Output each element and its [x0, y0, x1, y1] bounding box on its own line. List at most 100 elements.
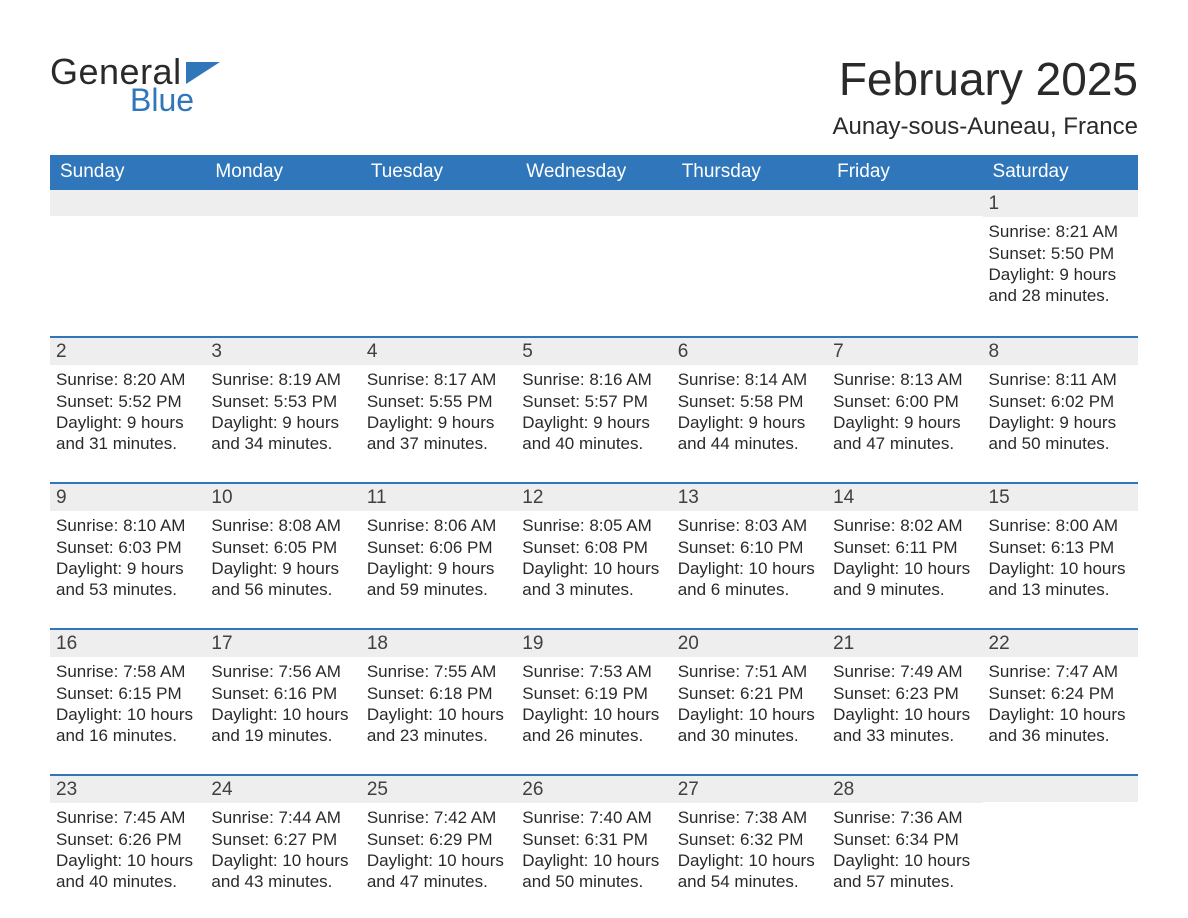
week-row: 2Sunrise: 8:20 AMSunset: 5:52 PMDaylight… — [50, 336, 1138, 456]
daylight-line-2: and 43 minutes. — [211, 871, 354, 892]
day-details: Sunrise: 8:19 AMSunset: 5:53 PMDaylight:… — [205, 365, 360, 454]
day-number: 15 — [983, 484, 1138, 512]
day-number: 25 — [361, 776, 516, 804]
daylight-line-2: and 36 minutes. — [989, 725, 1132, 746]
day-empty: Sunrise: Sunset: Daylight: hoursand minu… — [50, 190, 205, 310]
day-number: 11 — [361, 484, 516, 512]
day-details: Sunrise: 8:13 AMSunset: 6:00 PMDaylight:… — [827, 365, 982, 454]
title-block: February 2025 Aunay-sous-Auneau, France — [832, 54, 1138, 141]
sunrise-line: Sunrise: 8:02 AM — [833, 515, 976, 536]
daylight-line-2: and 23 minutes. — [367, 725, 510, 746]
sunrise-line: Sunrise: 7:56 AM — [211, 661, 354, 682]
day-number: 5 — [516, 338, 671, 366]
day-number — [50, 190, 205, 216]
sunrise-line: Sunrise: 7:58 AM — [56, 661, 199, 682]
day-number: 8 — [983, 338, 1138, 366]
daylight-line-1: Daylight: 10 hours — [833, 558, 976, 579]
sunrise-line: Sunrise: 8:08 AM — [211, 515, 354, 536]
sunrise-line: Sunrise: 8:11 AM — [989, 369, 1132, 390]
location: Aunay-sous-Auneau, France — [832, 113, 1138, 141]
daylight-line-1: Daylight: 9 hours — [833, 412, 976, 433]
day-details: Sunrise: 7:36 AMSunset: 6:34 PMDaylight:… — [827, 803, 982, 892]
day-11: 11Sunrise: 8:06 AMSunset: 6:06 PMDayligh… — [361, 484, 516, 602]
daylight-line-1: Daylight: 10 hours — [833, 850, 976, 871]
day-empty: Sunrise: Sunset: Daylight: hoursand minu… — [983, 776, 1138, 894]
sunrise-line: Sunrise: 7:55 AM — [367, 661, 510, 682]
daylight-line-2: and 57 minutes. — [833, 871, 976, 892]
day-number: 20 — [672, 630, 827, 658]
daylight-line-2: and 40 minutes. — [56, 871, 199, 892]
day-23: 23Sunrise: 7:45 AMSunset: 6:26 PMDayligh… — [50, 776, 205, 894]
day-details: Sunrise: 7:47 AMSunset: 6:24 PMDaylight:… — [983, 657, 1138, 746]
day-19: 19Sunrise: 7:53 AMSunset: 6:19 PMDayligh… — [516, 630, 671, 748]
daylight-line-2: and 50 minutes. — [989, 433, 1132, 454]
day-22: 22Sunrise: 7:47 AMSunset: 6:24 PMDayligh… — [983, 630, 1138, 748]
sunrise-line: Sunrise: 7:42 AM — [367, 807, 510, 828]
sunset-line: Sunset: 6:26 PM — [56, 829, 199, 850]
day-24: 24Sunrise: 7:44 AMSunset: 6:27 PMDayligh… — [205, 776, 360, 894]
sunset-line: Sunset: 5:53 PM — [211, 391, 354, 412]
day-16: 16Sunrise: 7:58 AMSunset: 6:15 PMDayligh… — [50, 630, 205, 748]
daylight-line-2: and 50 minutes. — [522, 871, 665, 892]
day-details: Sunrise: 8:21 AMSunset: 5:50 PMDaylight:… — [983, 217, 1138, 306]
daylight-line-2: and 40 minutes. — [522, 433, 665, 454]
day-details: Sunrise: 7:40 AMSunset: 6:31 PMDaylight:… — [516, 803, 671, 892]
sunset-line: Sunset: 6:08 PM — [522, 537, 665, 558]
day-number: 13 — [672, 484, 827, 512]
sunset-line: Sunset: 6:27 PM — [211, 829, 354, 850]
day-number — [361, 190, 516, 216]
sunset-line: Sunset: 6:23 PM — [833, 683, 976, 704]
day-details: Sunrise: 8:05 AMSunset: 6:08 PMDaylight:… — [516, 511, 671, 600]
day-details: Sunrise: 7:56 AMSunset: 6:16 PMDaylight:… — [205, 657, 360, 746]
day-details: Sunrise: 8:08 AMSunset: 6:05 PMDaylight:… — [205, 511, 360, 600]
day-details: Sunrise: 7:51 AMSunset: 6:21 PMDaylight:… — [672, 657, 827, 746]
day-details: Sunrise: 7:49 AMSunset: 6:23 PMDaylight:… — [827, 657, 982, 746]
daylight-line-1: Daylight: 9 hours — [367, 558, 510, 579]
sunset-line: Sunset: 6:34 PM — [833, 829, 976, 850]
daylight-line-2: and 54 minutes. — [678, 871, 821, 892]
day-number: 27 — [672, 776, 827, 804]
day-details: Sunrise: 7:55 AMSunset: 6:18 PMDaylight:… — [361, 657, 516, 746]
calendar: SundayMondayTuesdayWednesdayThursdayFrid… — [50, 155, 1138, 894]
daylight-line-2: and 34 minutes. — [211, 433, 354, 454]
day-5: 5Sunrise: 8:16 AMSunset: 5:57 PMDaylight… — [516, 338, 671, 456]
day-number: 9 — [50, 484, 205, 512]
daylight-line-2: and 31 minutes. — [56, 433, 199, 454]
sunset-line: Sunset: 6:24 PM — [989, 683, 1132, 704]
day-details: Sunrise: 8:11 AMSunset: 6:02 PMDaylight:… — [983, 365, 1138, 454]
daylight-line-2: and 53 minutes. — [56, 579, 199, 600]
day-number: 22 — [983, 630, 1138, 658]
day-details: Sunrise: 8:20 AMSunset: 5:52 PMDaylight:… — [50, 365, 205, 454]
day-1: 1Sunrise: 8:21 AMSunset: 5:50 PMDaylight… — [983, 190, 1138, 310]
day-empty: Sunrise: Sunset: Daylight: hoursand minu… — [516, 190, 671, 310]
daylight-line-2: and 28 minutes. — [989, 285, 1132, 306]
daylight-line-1: Daylight: 10 hours — [56, 850, 199, 871]
sunset-line: Sunset: 6:19 PM — [522, 683, 665, 704]
day-details: Sunrise: 8:14 AMSunset: 5:58 PMDaylight:… — [672, 365, 827, 454]
day-number: 21 — [827, 630, 982, 658]
day-details: Sunrise: 7:58 AMSunset: 6:15 PMDaylight:… — [50, 657, 205, 746]
daylight-line-2: and 59 minutes. — [367, 579, 510, 600]
day-20: 20Sunrise: 7:51 AMSunset: 6:21 PMDayligh… — [672, 630, 827, 748]
daylight-line-1: Daylight: 10 hours — [833, 704, 976, 725]
day-details: Sunrise: 8:16 AMSunset: 5:57 PMDaylight:… — [516, 365, 671, 454]
sunset-line: Sunset: 5:57 PM — [522, 391, 665, 412]
sunset-line: Sunset: 6:13 PM — [989, 537, 1132, 558]
day-number: 4 — [361, 338, 516, 366]
day-empty: Sunrise: Sunset: Daylight: hoursand minu… — [672, 190, 827, 310]
daylight-line-2: and 6 minutes. — [678, 579, 821, 600]
sunrise-line: Sunrise: 7:40 AM — [522, 807, 665, 828]
day-number: 2 — [50, 338, 205, 366]
sunset-line: Sunset: 5:55 PM — [367, 391, 510, 412]
sunrise-line: Sunrise: 8:03 AM — [678, 515, 821, 536]
day-empty: Sunrise: Sunset: Daylight: hoursand minu… — [361, 190, 516, 310]
weekday-tuesday: Tuesday — [361, 155, 516, 190]
day-26: 26Sunrise: 7:40 AMSunset: 6:31 PMDayligh… — [516, 776, 671, 894]
daylight-line-1: Daylight: 10 hours — [678, 704, 821, 725]
day-13: 13Sunrise: 8:03 AMSunset: 6:10 PMDayligh… — [672, 484, 827, 602]
daylight-line-2: and 19 minutes. — [211, 725, 354, 746]
day-details: Sunrise: 8:10 AMSunset: 6:03 PMDaylight:… — [50, 511, 205, 600]
daylight-line-1: Daylight: 9 hours — [678, 412, 821, 433]
day-14: 14Sunrise: 8:02 AMSunset: 6:11 PMDayligh… — [827, 484, 982, 602]
daylight-line-1: Daylight: 10 hours — [678, 558, 821, 579]
